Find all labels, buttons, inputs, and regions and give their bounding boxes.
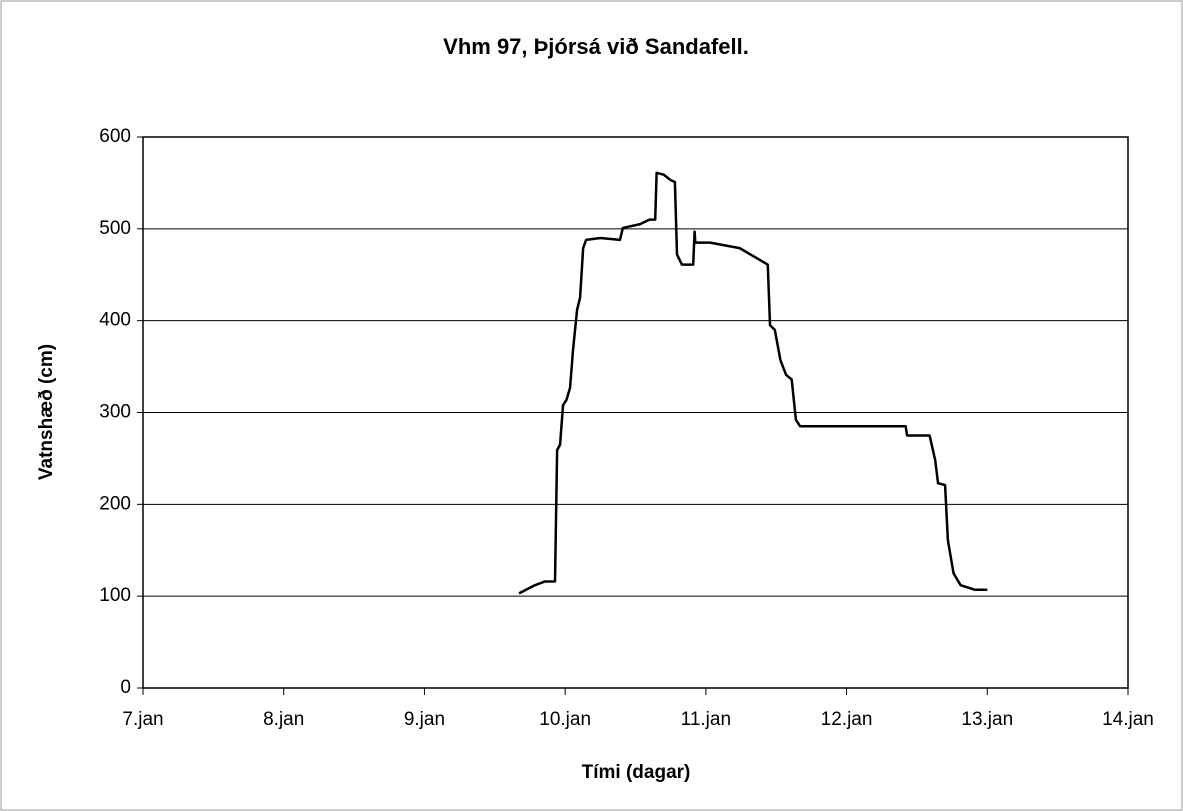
x-tick-label: 13.jan <box>961 709 1013 730</box>
y-tick-label: 200 <box>99 493 131 514</box>
y-tick-label: 0 <box>120 677 131 698</box>
chart-title: Vhm 97, Þjórsá við Sandafell. <box>443 34 749 59</box>
x-tick-label: 8.jan <box>263 709 304 730</box>
x-tick-label: 11.jan <box>681 709 731 730</box>
x-tick-label: 12.jan <box>821 709 873 730</box>
y-tick-label: 500 <box>99 218 131 239</box>
y-axis-label: Vatnshæð (cm) <box>36 344 57 480</box>
x-tick-label: 10.jan <box>539 709 591 730</box>
x-axis-label: Tími (dagar) <box>582 762 691 783</box>
x-tick-label: 9.jan <box>404 709 445 730</box>
y-tick-label: 600 <box>99 126 131 147</box>
y-tick-label: 100 <box>99 585 131 606</box>
x-tick-label: 14.jan <box>1102 709 1154 730</box>
y-tick-label: 300 <box>99 402 131 423</box>
x-tick-label: 7.jan <box>122 709 163 730</box>
y-tick-label: 400 <box>99 310 131 331</box>
data-line <box>518 171 988 595</box>
